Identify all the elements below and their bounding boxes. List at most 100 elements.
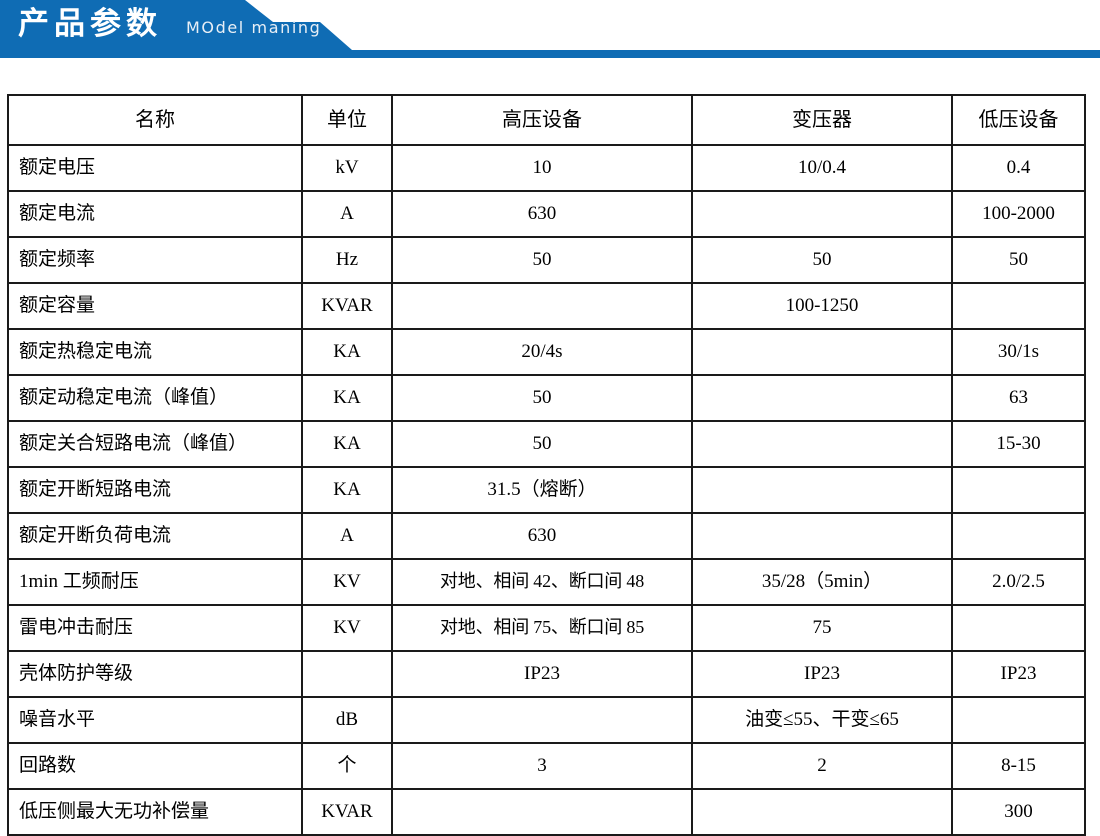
- cell-unit: KA: [301, 374, 393, 422]
- specification-table: 名称 单位 高压设备 变压器 低压设备 额定电压 kV 10 10/0.4 0.4 额定电流 A 630…: [7, 94, 1086, 836]
- table-row: 雷电冲击耐压 KV 对地、相间 75、断口间 85 75: [7, 604, 1086, 652]
- row-label-cell: 额定关合短路电流（峰值）: [7, 420, 303, 468]
- cell-tr: 75: [691, 604, 953, 652]
- table-row: 额定开断短路电流 KA 31.5（熔断）: [7, 466, 1086, 514]
- cell-unit: A: [301, 512, 393, 560]
- cell-tr: 2: [691, 742, 953, 790]
- cell-unit: 个: [301, 742, 393, 790]
- cell-tr: 50: [691, 236, 953, 284]
- table-row: 噪音水平 dB 油变≤55、干变≤65: [7, 696, 1086, 744]
- cell-tr: 100-1250: [691, 282, 953, 330]
- cell-unit: KVAR: [301, 788, 393, 836]
- cell-hv: [391, 696, 693, 744]
- row-label-cell: 雷电冲击耐压: [7, 604, 303, 652]
- cell-hv: 对地、相间 42、断口间 48: [391, 558, 693, 606]
- table-row: 额定热稳定电流 KA 20/4s 30/1s: [7, 328, 1086, 376]
- banner-background-shape: [0, 0, 1100, 58]
- table-row: 1min 工频耐压 KV 对地、相间 42、断口间 48 35/28（5min） 2.0…: [7, 558, 1086, 606]
- cell-unit: KVAR: [301, 282, 393, 330]
- spec-table-container: 名称 单位 高压设备 变压器 低压设备 额定电压 kV 10 10/0.4 0.4 额定电流 A 630…: [0, 58, 1100, 836]
- row-label-cell: 额定电压: [7, 144, 303, 192]
- table-row: 额定开断负荷电流 A 630: [7, 512, 1086, 560]
- row-label-cell: 额定电流: [7, 190, 303, 238]
- column-header-tr: 变压器: [691, 94, 953, 146]
- cell-lv: 100-2000: [951, 190, 1086, 238]
- table-row: 额定频率 Hz 50 50 50: [7, 236, 1086, 284]
- cell-hv: [391, 282, 693, 330]
- column-header-unit: 单位: [301, 94, 393, 146]
- table-row: 额定关合短路电流（峰值） KA 50 15-30: [7, 420, 1086, 468]
- table-row: 回路数个 3 2 8-15: [7, 742, 1086, 790]
- cell-unit: [301, 650, 393, 698]
- cell-lv: 0.4: [951, 144, 1086, 192]
- cell-lv: 30/1s: [951, 328, 1086, 376]
- cell-hv: [391, 788, 693, 836]
- cell-hv: 20/4s: [391, 328, 693, 376]
- cell-tr: [691, 420, 953, 468]
- table-row: 额定电流 A 630 100-2000: [7, 190, 1086, 238]
- table-row: 额定电压 kV 10 10/0.4 0.4: [7, 144, 1086, 192]
- cell-unit: KA: [301, 466, 393, 514]
- cell-tr: [691, 466, 953, 514]
- row-label-cell: 1min 工频耐压: [7, 558, 303, 606]
- cell-hv: 50: [391, 420, 693, 468]
- cell-unit: dB: [301, 696, 393, 744]
- table-row: 额定容量 KVAR 100-1250: [7, 282, 1086, 330]
- cell-unit: kV: [301, 144, 393, 192]
- row-label-cell: 噪音水平: [7, 696, 303, 744]
- row-label-cell: 额定动稳定电流（峰值）: [7, 374, 303, 422]
- cell-hv: 50: [391, 236, 693, 284]
- cell-lv: IP23: [951, 650, 1086, 698]
- cell-tr: 10/0.4: [691, 144, 953, 192]
- row-label-cell: 额定频率: [7, 236, 303, 284]
- cell-hv: 10: [391, 144, 693, 192]
- cell-lv: 63: [951, 374, 1086, 422]
- table-row: 低压侧最大无功补偿量 KVAR 300: [7, 788, 1086, 836]
- cell-unit: A: [301, 190, 393, 238]
- row-label-cell: 壳体防护等级: [7, 650, 303, 698]
- cell-lv: 2.0/2.5: [951, 558, 1086, 606]
- table-row: 壳体防护等级 IP23 IP23 IP23: [7, 650, 1086, 698]
- cell-unit: KV: [301, 558, 393, 606]
- cell-hv: 对地、相间 75、断口间 85: [391, 604, 693, 652]
- cell-tr: 35/28（5min）: [691, 558, 953, 606]
- cell-lv: 50: [951, 236, 1086, 284]
- cell-lv: 8-15: [951, 742, 1086, 790]
- cell-hv: 31.5（熔断）: [391, 466, 693, 514]
- row-label-cell: 低压侧最大无功补偿量: [7, 788, 303, 836]
- cell-unit: KV: [301, 604, 393, 652]
- cell-lv: [951, 604, 1086, 652]
- column-header-name: 名称: [7, 94, 303, 146]
- column-header-hv: 高压设备: [391, 94, 693, 146]
- row-label-cell: 额定开断负荷电流: [7, 512, 303, 560]
- cell-hv: 3: [391, 742, 693, 790]
- cell-tr: [691, 190, 953, 238]
- row-label-cell: 额定容量: [7, 282, 303, 330]
- cell-lv: [951, 282, 1086, 330]
- cell-tr: 油变≤55、干变≤65: [691, 696, 953, 744]
- cell-unit: KA: [301, 328, 393, 376]
- cell-tr: IP23: [691, 650, 953, 698]
- row-label-cell: 回路数: [7, 742, 303, 790]
- table-header-row: 名称 单位 高压设备 变压器 低压设备: [7, 94, 1086, 146]
- cell-tr: [691, 374, 953, 422]
- row-label-cell: 额定开断短路电流: [7, 466, 303, 514]
- cell-unit: Hz: [301, 236, 393, 284]
- cell-tr: [691, 328, 953, 376]
- cell-hv: 50: [391, 374, 693, 422]
- cell-lv: 300: [951, 788, 1086, 836]
- cell-hv: IP23: [391, 650, 693, 698]
- column-header-lv: 低压设备: [951, 94, 1086, 146]
- cell-lv: [951, 512, 1086, 560]
- cell-tr: [691, 512, 953, 560]
- cell-unit: KA: [301, 420, 393, 468]
- cell-hv: 630: [391, 512, 693, 560]
- cell-lv: [951, 466, 1086, 514]
- table-row: 额定动稳定电流（峰值） KA 50 63: [7, 374, 1086, 422]
- cell-hv: 630: [391, 190, 693, 238]
- row-label-cell: 额定热稳定电流: [7, 328, 303, 376]
- page-banner: 产品参数 MOdel maning: [0, 0, 1100, 58]
- cell-lv: [951, 696, 1086, 744]
- cell-lv: 15-30: [951, 420, 1086, 468]
- cell-tr: [691, 788, 953, 836]
